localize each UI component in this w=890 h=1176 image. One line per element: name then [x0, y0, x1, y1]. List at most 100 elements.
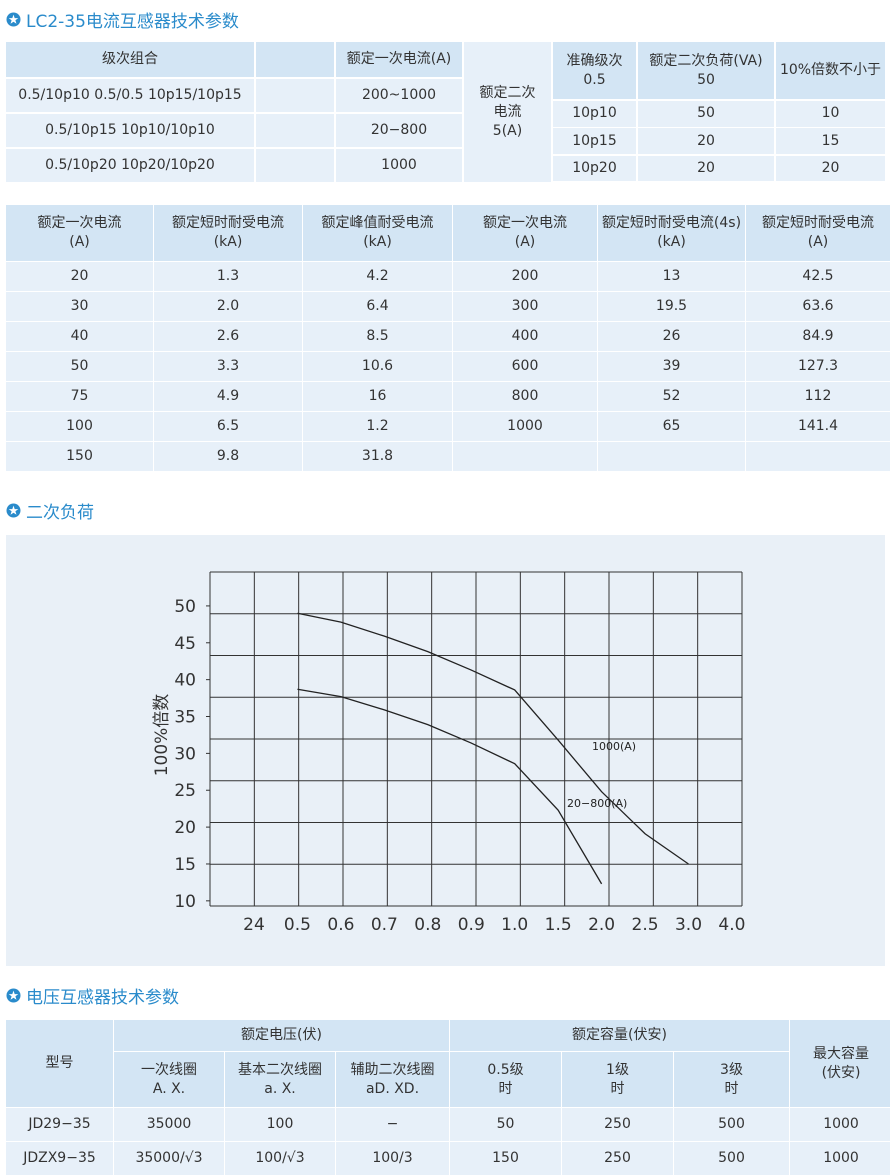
header-cell: 型号	[6, 1020, 113, 1107]
x-tick-label: 0.9	[458, 915, 485, 935]
header-cell: 额定短时耐受电流 (kA)	[154, 205, 302, 261]
x-tick-label: 0.7	[371, 915, 398, 935]
table-cell: 26	[598, 322, 745, 351]
section-icon	[6, 12, 21, 26]
header-cell: 一次线圈 A. X.	[114, 1052, 224, 1107]
table-cell: 2.0	[154, 292, 302, 321]
x-tick-label: 4.0	[718, 915, 745, 935]
table-cell: 65	[598, 412, 745, 441]
table-cell: 35000/√3	[114, 1142, 224, 1175]
table-cell: 3.3	[154, 352, 302, 381]
header-text: 准确级次	[566, 52, 623, 69]
table-cell: 141.4	[746, 412, 890, 441]
table-cell: 1000	[790, 1108, 890, 1141]
table-cell	[256, 149, 334, 182]
table-cell	[256, 42, 334, 77]
table-cell: 10p20	[553, 155, 636, 182]
table-cell: 级次组合	[6, 42, 254, 77]
table-cell: 4.2	[303, 262, 452, 291]
table-cell: 100/√3	[225, 1142, 335, 1175]
header-cell: 额定短时耐受电流 (A)	[746, 205, 890, 261]
table-cell: 100	[225, 1108, 335, 1141]
chart: 10 15 20 25 30 35 40 45 50 24 0.5 0.6 0.7 0.8 0.9 1.0 1.…	[152, 571, 745, 935]
y-tick-label: 40	[174, 671, 196, 691]
table-cell: 127.3	[746, 352, 890, 381]
x-tick-label: 3.0	[675, 915, 702, 935]
y-tick-label: 20	[174, 818, 196, 838]
x-tick-label: 0.8	[414, 915, 441, 935]
table-cell: 8.5	[303, 322, 452, 351]
table-cell: 额定一次电流(A)	[336, 42, 462, 77]
table-cell: 20−800	[336, 114, 462, 147]
table-cell: 39	[598, 352, 745, 381]
table-cell: 20	[638, 128, 774, 154]
table-cell: 0.5/10p15 10p10/10p10	[6, 114, 254, 147]
table-cell: 15	[776, 128, 885, 154]
x-tick-label: 1.5	[545, 915, 572, 935]
table-cell: 30	[6, 292, 153, 321]
x-tick-label: 1.0	[501, 915, 528, 935]
table-cell: 准确级次 0.5	[553, 42, 636, 99]
table-cell	[453, 442, 597, 471]
table-cell: 10%倍数不小于	[776, 42, 885, 99]
table-row: 40 2.6 8.5 400 26 84.9	[6, 322, 890, 351]
chart-panel: 10 15 20 25 30 35 40 45 50 24 0.5 0.6 0.7 0.8 0.9 1.0 1.…	[6, 535, 885, 966]
table-cell: 额定二次 电流 5(A)	[464, 42, 551, 182]
section-icon	[6, 988, 21, 1002]
line	[297, 688, 603, 885]
table-row: 型号 额定电压(伏) 额定容量(伏安) 最大容量 (伏安)	[6, 1020, 890, 1107]
table-cell	[598, 442, 745, 471]
header-cell: 额定短时耐受电流(4s) (kA)	[598, 205, 745, 261]
x-tick-label: 2.5	[632, 915, 659, 935]
section-icon	[6, 503, 21, 517]
table-cell	[256, 114, 334, 147]
table-cell: 300	[453, 292, 597, 321]
header-cell: 辅助二次线圈 aD. XD.	[336, 1052, 449, 1107]
table-cell: 200	[453, 262, 597, 291]
table-cell: 2.6	[154, 322, 302, 351]
table-cell: 6.4	[303, 292, 452, 321]
table-cell: JDZX9−35	[6, 1142, 113, 1175]
table-row: 50 3.3 10.6 600 39 127.3	[6, 352, 890, 381]
table-cell: 1000	[336, 149, 462, 182]
table: 型号 额定电压(伏) 额定容量(伏安) 最大容量 (伏安) 一次线圈 A. X. 基本二次…	[5, 1019, 890, 1176]
table-cell: 500	[674, 1108, 790, 1141]
table-cell: 63.6	[746, 292, 890, 321]
header-cell: 基本二次线圈 a. X.	[225, 1052, 335, 1107]
table-cell: 1000	[453, 412, 597, 441]
header-cell: 额定一次电流 (A)	[6, 205, 153, 261]
y-tick-label: 10	[174, 892, 196, 912]
table-cell: 10	[776, 101, 885, 127]
table-cell: 112	[746, 382, 890, 411]
table-cell: −	[336, 1108, 449, 1141]
table-row: 75 4.9 16 800 52 112	[6, 382, 890, 411]
header-text: 额定二次负荷(VA)	[649, 52, 763, 69]
table-row: JD29−35 35000 100−50 250 500 1000	[6, 1108, 890, 1141]
table-cell: 20	[6, 262, 153, 291]
y-tick-label: 45	[174, 634, 196, 654]
table-cell: 150	[450, 1142, 561, 1175]
table-cell: 52	[598, 382, 745, 411]
header-cell: 0.5级 时	[450, 1052, 561, 1107]
table-cell: 50	[638, 101, 774, 127]
table-cell: 4.9	[154, 382, 302, 411]
table-cell: 50	[450, 1108, 561, 1141]
table-row: 一次线圈 A. X. 基本二次线圈 a. X. 辅助二次线圈 aD. XD. 0.5级…	[6, 1052, 890, 1107]
series-label: 20−800(A)	[567, 797, 627, 810]
table-cell: 100/3	[336, 1142, 449, 1175]
header-cell: 额定电压(伏)	[114, 1020, 449, 1051]
table: 额定一次电流 (A) 额定短时耐受电流 (kA) 额定峰值耐受电流 (kA) 额定一次…	[5, 204, 890, 472]
section-header: 电压互感器技术参数	[6, 984, 179, 1008]
table-cell	[746, 442, 890, 471]
table-cell: JD29−35	[6, 1108, 113, 1141]
table-row: 150 9.8 31.8	[6, 442, 890, 471]
table-cell: 200~1000	[336, 79, 462, 112]
table-cell: 800	[453, 382, 597, 411]
header-cell: 额定容量(伏安)	[450, 1020, 790, 1051]
table-cell: 13	[598, 262, 745, 291]
section-header: LC2-35电流互感器技术参数	[6, 8, 239, 32]
table-cell: 1000	[790, 1142, 890, 1175]
cell-text: 0.5	[583, 71, 606, 88]
table-row: 额定一次电流 (A) 额定短时耐受电流 (kA) 额定峰值耐受电流 (kA) 额定一次…	[6, 205, 890, 261]
